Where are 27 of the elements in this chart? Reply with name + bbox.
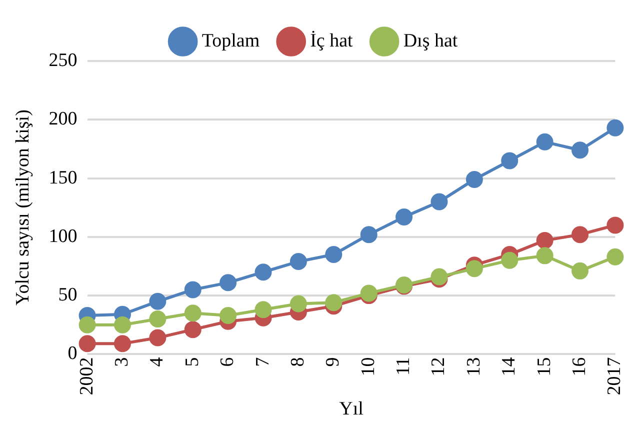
x-tick-label: 5 [182, 357, 203, 367]
x-tick-label: 12 [428, 357, 450, 376]
y-tick-label: 200 [48, 108, 78, 130]
x-tick-label: 14 [498, 356, 520, 376]
y-tick-label: 50 [58, 284, 78, 306]
legend-label: Toplam [202, 30, 260, 52]
x-tick-label: 9 [322, 357, 344, 367]
x-tick-label: 16 [568, 357, 590, 376]
legend-label: İç hat [310, 30, 354, 52]
x-axis-title: Yıl [339, 398, 364, 420]
x-tick-label: 2017 [604, 357, 626, 396]
x-tick-label: 10 [358, 357, 379, 376]
x-tick-label: 11 [393, 357, 414, 376]
y-axis-title: Yolcu sayısı (milyon kişi) [12, 110, 34, 306]
y-tick-label: 150 [48, 167, 78, 188]
x-tick-label: 8 [287, 357, 308, 367]
x-tick-label: 4 [146, 356, 168, 367]
y-tick-label: 250 [48, 50, 78, 71]
legend-label: Dış hat [403, 30, 458, 52]
x-tick-label: 15 [534, 357, 555, 376]
y-tick-label: 0 [68, 343, 78, 364]
x-tick-label: 6 [217, 357, 238, 367]
x-tick-label: 2002 [76, 357, 98, 396]
x-tick-label: 7 [252, 357, 274, 367]
y-tick-label: 100 [48, 226, 78, 247]
x-tick-label: 3 [111, 357, 132, 367]
x-tick-label: 13 [463, 357, 484, 376]
